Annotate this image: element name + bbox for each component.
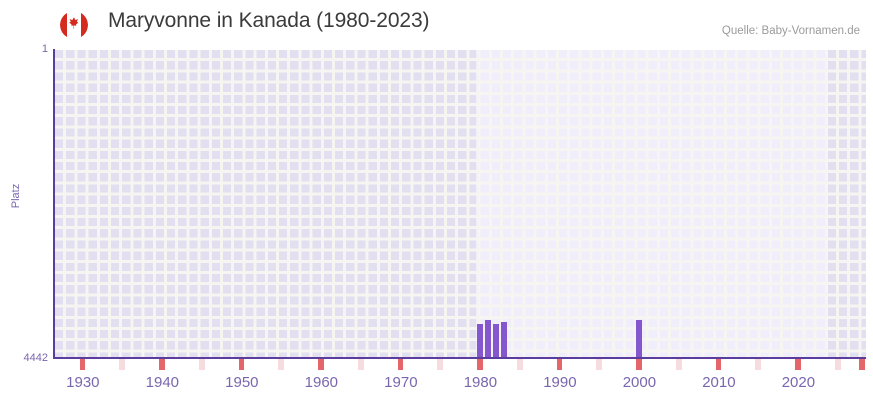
tick-minor-1995 bbox=[596, 359, 603, 370]
canada-flag-icon bbox=[60, 11, 88, 39]
bar-1981[interactable] bbox=[485, 319, 491, 358]
plot-area bbox=[55, 50, 866, 358]
tick-major-edge bbox=[858, 359, 865, 370]
tick-major-1970 bbox=[397, 359, 404, 370]
tick-minor-1935 bbox=[119, 359, 126, 370]
y-axis-tick-bottom: 4442 bbox=[23, 352, 48, 364]
tick-major-1930 bbox=[79, 359, 86, 370]
bar-1983[interactable] bbox=[501, 321, 507, 358]
x-axis-tick-swatches bbox=[55, 359, 866, 370]
x-axis-line bbox=[53, 357, 866, 359]
tick-major-2010 bbox=[715, 359, 722, 370]
x-tick-2000: 2000 bbox=[622, 374, 657, 391]
tick-minor-2015 bbox=[755, 359, 762, 370]
y-axis-title: Platz bbox=[10, 183, 22, 209]
tick-minor-1975 bbox=[437, 359, 444, 370]
x-tick-1980: 1980 bbox=[463, 374, 498, 391]
tick-minor-1985 bbox=[516, 359, 523, 370]
bar-1982[interactable] bbox=[493, 324, 499, 358]
tick-major-1960 bbox=[318, 359, 324, 370]
x-axis-tick-labels: 1930 1940 1950 1960 1970 1980 1990 2000 2010 2020 bbox=[55, 374, 866, 396]
tick-major-1990 bbox=[556, 359, 563, 370]
tick-minor-2025 bbox=[834, 359, 841, 370]
bars-layer bbox=[55, 50, 866, 358]
bar-2000[interactable] bbox=[636, 320, 642, 358]
tick-major-1940 bbox=[159, 359, 165, 370]
tick-minor-2005 bbox=[675, 359, 682, 370]
source-attribution: Quelle: Baby-Vornamen.de bbox=[721, 25, 860, 37]
tick-major-1980 bbox=[477, 359, 483, 370]
x-tick-1960: 1960 bbox=[304, 374, 339, 391]
x-tick-1950: 1950 bbox=[225, 374, 259, 391]
y-axis-tick-top: 1 bbox=[41, 43, 48, 55]
x-tick-1930: 1930 bbox=[66, 374, 100, 391]
tick-minor-1945 bbox=[198, 359, 205, 370]
tick-major-2020 bbox=[795, 359, 801, 370]
tick-minor-1955 bbox=[278, 359, 285, 370]
x-tick-2020: 2020 bbox=[781, 374, 816, 391]
chart-header: Maryvonne in Kanada (1980-2023) Quelle: … bbox=[0, 0, 873, 46]
x-tick-2010: 2010 bbox=[702, 374, 736, 391]
x-tick-1990: 1990 bbox=[543, 374, 577, 391]
tick-major-1950 bbox=[238, 359, 245, 370]
x-tick-1940: 1940 bbox=[145, 374, 180, 391]
tick-minor-1965 bbox=[357, 359, 364, 370]
tick-major-2000 bbox=[636, 359, 642, 370]
bar-1980[interactable] bbox=[477, 323, 483, 358]
x-tick-1970: 1970 bbox=[384, 374, 418, 391]
page-title: Maryvonne in Kanada (1980-2023) bbox=[108, 9, 430, 32]
y-axis-line bbox=[53, 49, 55, 359]
